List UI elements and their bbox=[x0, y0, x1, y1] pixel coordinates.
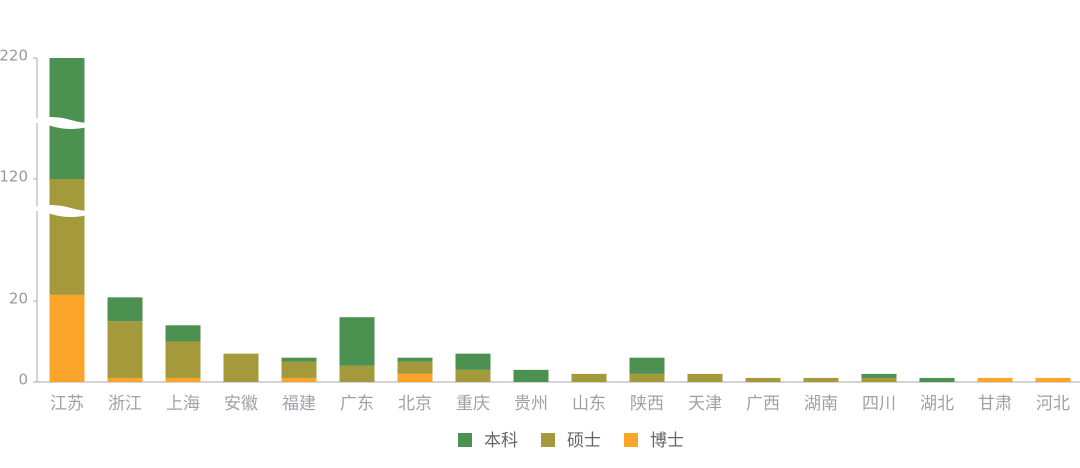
x-tick-label: 上海 bbox=[166, 394, 200, 414]
legend-swatch bbox=[541, 433, 555, 447]
bar-segment bbox=[977, 377, 1013, 382]
bar-segment bbox=[455, 369, 491, 382]
bar-segment bbox=[107, 297, 143, 322]
bar-segment bbox=[803, 377, 839, 382]
bar-segment bbox=[339, 365, 375, 382]
bar-segment bbox=[397, 373, 433, 382]
x-tick-label: 陕西 bbox=[630, 394, 664, 414]
bar-segment bbox=[687, 373, 723, 382]
bar-segment bbox=[571, 373, 607, 382]
bar-segment bbox=[49, 179, 85, 295]
legend-swatch bbox=[624, 433, 638, 447]
bar-segment bbox=[339, 317, 375, 366]
bar-segment bbox=[107, 321, 143, 378]
y-tick-label: 20 bbox=[9, 290, 28, 308]
x-tick-label: 山东 bbox=[572, 394, 606, 414]
x-tick-label: 广西 bbox=[746, 394, 780, 414]
legend-label: 本科 bbox=[484, 431, 518, 451]
x-tick-label: 广东 bbox=[340, 394, 374, 414]
y-tick-label: 0 bbox=[18, 371, 28, 389]
bar-segment bbox=[165, 377, 201, 382]
x-tick-label: 浙江 bbox=[108, 394, 142, 414]
bar-segment bbox=[281, 361, 317, 378]
y-tick-label: 220 bbox=[0, 47, 28, 65]
legend-label: 博士 bbox=[650, 431, 684, 451]
x-tick-label: 湖南 bbox=[804, 394, 838, 414]
x-tick-label: 湖北 bbox=[920, 394, 954, 414]
bar-segment bbox=[281, 377, 317, 382]
x-tick-label: 甘肃 bbox=[978, 394, 1012, 414]
axis-break bbox=[31, 117, 131, 129]
x-tick-label: 江苏 bbox=[50, 394, 84, 414]
bar-segment bbox=[397, 357, 433, 362]
bar-segment bbox=[165, 341, 201, 378]
legend-swatch bbox=[458, 433, 472, 447]
bar-segment bbox=[397, 361, 433, 374]
legend-label: 硕士 bbox=[567, 431, 601, 451]
y-tick-label: 120 bbox=[0, 168, 28, 186]
x-tick-label: 安徽 bbox=[224, 394, 258, 414]
x-tick-label: 贵州 bbox=[514, 394, 548, 414]
axis-break bbox=[31, 205, 131, 217]
bar-segment bbox=[919, 377, 955, 382]
x-tick-label: 四川 bbox=[862, 394, 896, 414]
x-tick-label: 河北 bbox=[1036, 394, 1070, 414]
bar-segment bbox=[1035, 377, 1071, 382]
bar-segment bbox=[49, 294, 85, 382]
bar-segment bbox=[513, 369, 549, 382]
bar-segment bbox=[107, 377, 143, 382]
bar-segment bbox=[745, 377, 781, 382]
x-tick-label: 天津 bbox=[688, 394, 722, 414]
x-tick-label: 福建 bbox=[282, 394, 316, 414]
bar-segment bbox=[861, 373, 897, 378]
bar-segment bbox=[281, 357, 317, 362]
bar-segment bbox=[165, 325, 201, 342]
x-tick-label: 北京 bbox=[398, 394, 432, 414]
bar-segment bbox=[455, 353, 491, 370]
bar-segment bbox=[629, 357, 665, 374]
bar-segment bbox=[629, 373, 665, 382]
bar-segment bbox=[223, 353, 259, 382]
x-tick-label: 重庆 bbox=[456, 394, 490, 414]
bar-segment bbox=[861, 377, 897, 382]
